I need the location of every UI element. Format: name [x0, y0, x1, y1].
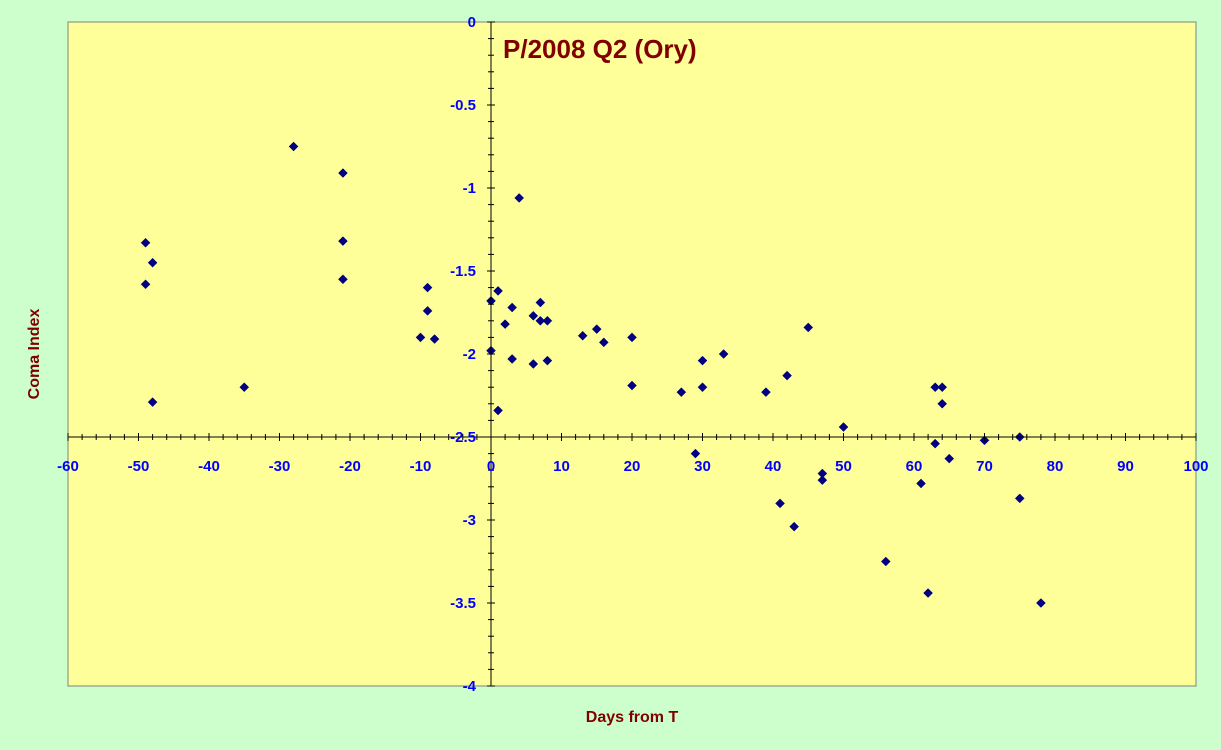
x-tick-label: 50 — [835, 458, 852, 475]
axes — [67, 21, 1197, 687]
data-point — [147, 397, 158, 407]
y-tick-label: 0 — [468, 14, 476, 31]
data-point — [775, 498, 785, 509]
data-point — [1014, 493, 1025, 504]
x-tick-label: 60 — [906, 458, 923, 475]
y-tick-label: -2 — [463, 346, 476, 363]
data-point — [147, 257, 158, 268]
data-point — [676, 387, 687, 398]
data-point — [817, 475, 828, 486]
data-point — [690, 448, 701, 459]
x-axis-label: Days from T — [586, 709, 679, 726]
data-point — [338, 274, 348, 285]
x-tick-label: 0 — [487, 458, 495, 475]
y-tick-label: -1 — [463, 180, 476, 197]
y-tick-label: -4 — [463, 678, 477, 695]
y-tick-label: -3.5 — [450, 595, 476, 612]
x-tick-label: -50 — [128, 458, 150, 475]
data-point — [514, 193, 525, 203]
y-axis-label: Coma Index — [26, 309, 43, 400]
data-point — [239, 382, 250, 393]
x-tick-label: 70 — [976, 458, 993, 475]
data-point — [338, 168, 348, 178]
data-point — [789, 521, 800, 532]
x-tick-label: -20 — [339, 458, 361, 475]
data-point — [598, 337, 609, 348]
y-tick-label: -1.5 — [450, 263, 476, 280]
x-tick-label: 30 — [694, 458, 711, 475]
data-point — [930, 438, 941, 449]
data-point — [415, 332, 426, 343]
data-point — [535, 315, 546, 326]
data-point — [500, 319, 510, 329]
data-point — [923, 588, 933, 598]
data-points — [140, 141, 1046, 608]
y-tick-label: -3 — [463, 512, 476, 529]
data-point — [627, 332, 637, 343]
data-point — [937, 382, 948, 393]
data-point — [493, 286, 503, 296]
data-point — [1036, 598, 1046, 608]
data-point — [422, 305, 433, 316]
y-tick-label: -0.5 — [450, 97, 476, 114]
data-point — [140, 279, 151, 290]
x-tick-label: -60 — [57, 458, 79, 475]
data-point — [838, 422, 849, 432]
x-tick-label: 10 — [553, 458, 570, 475]
x-tick-label: 100 — [1183, 458, 1208, 475]
x-tick-label: -40 — [198, 458, 220, 475]
data-point — [528, 310, 539, 321]
data-point — [422, 282, 433, 293]
data-point — [535, 297, 546, 308]
data-point — [697, 382, 708, 393]
data-point — [338, 236, 348, 246]
data-point — [288, 141, 299, 152]
x-tick-label: 20 — [624, 458, 641, 475]
data-point — [528, 359, 539, 369]
data-point — [591, 324, 602, 334]
data-point — [944, 453, 955, 464]
data-point — [930, 382, 941, 393]
x-tick-label: 80 — [1047, 458, 1064, 475]
data-point — [577, 330, 588, 341]
data-point — [880, 556, 891, 567]
data-point — [507, 302, 518, 313]
data-point — [761, 387, 771, 398]
chart-title: P/2008 Q2 (Ory) — [503, 34, 697, 64]
x-tick-label: 40 — [765, 458, 782, 475]
data-point — [429, 334, 440, 344]
data-point — [937, 398, 948, 409]
x-tick-label: -10 — [410, 458, 432, 475]
data-point — [697, 355, 708, 366]
tick-labels: -60 -50 -40 -30 -20 -10 0 10 20 30 40 50 60 70 80 90 100… — [57, 14, 1208, 695]
data-point — [916, 478, 926, 489]
data-point — [140, 237, 151, 248]
data-point — [493, 405, 503, 416]
data-point — [542, 315, 553, 326]
plot-area — [67, 21, 1197, 687]
x-tick-label: -30 — [269, 458, 291, 475]
data-point — [718, 349, 729, 359]
data-point — [542, 355, 553, 366]
data-point — [507, 354, 518, 364]
data-point — [627, 380, 637, 391]
x-tick-label: 90 — [1117, 458, 1134, 475]
data-point — [803, 322, 814, 333]
data-point — [782, 370, 792, 381]
y-tick-label: -2.5 — [450, 429, 476, 446]
